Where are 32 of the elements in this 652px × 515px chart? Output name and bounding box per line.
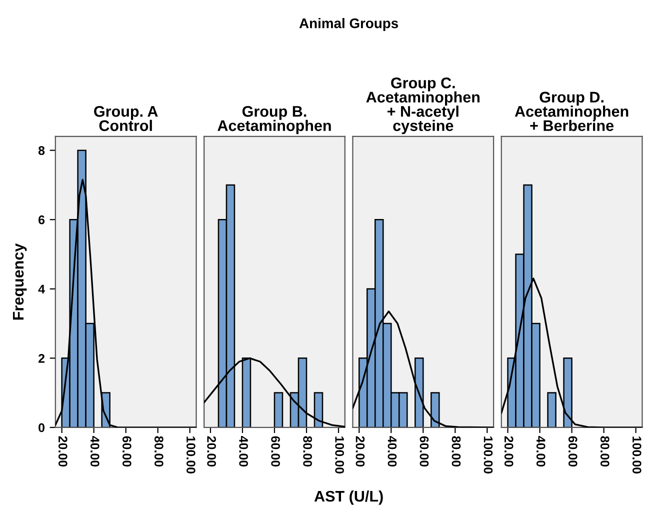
x-tick-label: 80.00 xyxy=(154,436,164,467)
y-tick-label: 0 xyxy=(38,423,44,432)
chart-title: Group B. Acetaminophen xyxy=(218,106,331,134)
x-tick-label: 100.00 xyxy=(632,436,642,474)
y-tick-label: 8 xyxy=(38,146,45,155)
x-tick-label: 40.00 xyxy=(388,436,397,467)
x-tick-label: 100.00 xyxy=(484,436,493,474)
text: Animal Groups xyxy=(299,18,398,31)
x-tick-label: 60.00 xyxy=(271,436,280,467)
x-tick-label: 20.00 xyxy=(356,436,365,467)
x-tick-label: 60.00 xyxy=(122,436,132,467)
y-tick-label: 4 xyxy=(38,284,45,294)
chart-title: Group. A Control xyxy=(94,106,158,132)
x-tick-label: 60.00 xyxy=(420,436,429,467)
x-tick-label: 80.00 xyxy=(600,436,610,467)
x-tick-label: 20.00 xyxy=(58,436,68,467)
x-tick-label: 100.00 xyxy=(186,436,196,474)
x-tick-label: 80.00 xyxy=(303,436,312,467)
x-tick-label: 80.00 xyxy=(452,436,461,467)
chart-title: Group C. Acetaminophen + N-acetyl cysteine xyxy=(366,78,480,134)
x-tick-label: 100.00 xyxy=(335,436,344,474)
x-tick-label: 20.00 xyxy=(207,436,216,467)
chart-title: Group D. Acetaminophen + Berberine xyxy=(514,92,628,132)
x-tick-label: 40.00 xyxy=(536,436,546,467)
y-tick-label: 2 xyxy=(38,354,45,363)
x-tick-label: 20.00 xyxy=(504,436,514,467)
x-tick-label: 40.00 xyxy=(90,436,100,467)
y-tick-label: 6 xyxy=(38,215,45,224)
y-axis-title: Frequency xyxy=(13,243,27,320)
x-tick-label: 60.00 xyxy=(568,436,578,467)
x-tick-label: 40.00 xyxy=(239,436,248,467)
text: AST (U/L) xyxy=(314,490,383,505)
